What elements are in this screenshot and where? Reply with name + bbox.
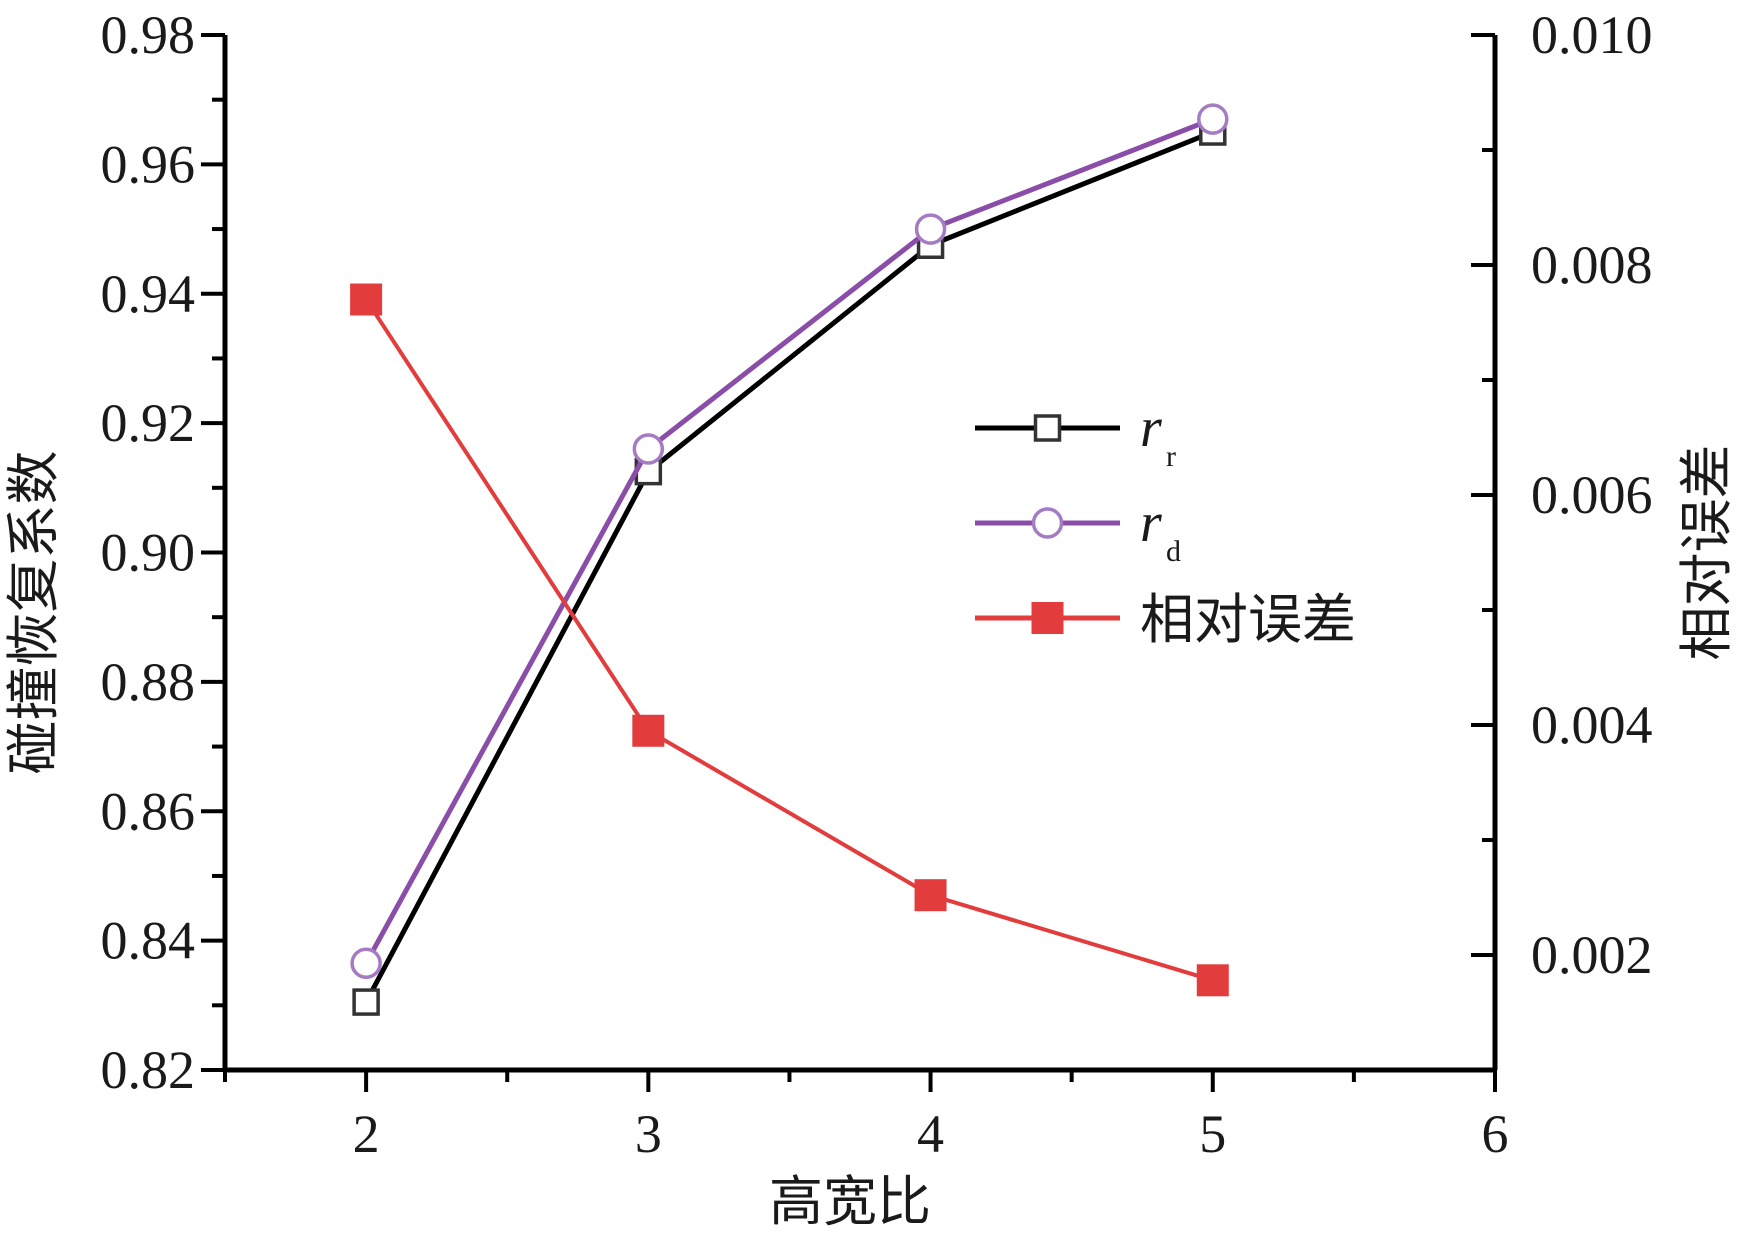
series-point [914,213,947,245]
legend-entry: 相对误差 [975,588,1356,651]
y2-tick-label: 0.008 [1531,235,1653,295]
y-tick-label: 0.92 [101,393,196,453]
x-tick-label: 2 [353,1104,380,1164]
legend-label: r [1140,397,1162,459]
series-point [632,714,665,747]
x-tick-label: 5 [1199,1104,1226,1164]
series-point [914,879,947,912]
y2-tick-label: 0.004 [1531,695,1653,755]
y2-axis-title: 相对误差 [1675,445,1738,661]
y-tick-label: 0.98 [101,5,196,65]
legend-marker [1031,602,1064,634]
y-tick-label: 0.96 [101,134,196,194]
y-tick-label: 0.82 [101,1040,196,1100]
y-tick-label: 0.94 [101,264,196,324]
series-0 [352,118,1227,1016]
x-tick-label: 4 [917,1104,944,1164]
legend-marker [1033,414,1062,442]
series-line [364,298,1214,983]
series-point [1196,964,1229,997]
series-point [632,433,665,465]
series-point [350,947,382,980]
series-2 [350,283,1229,997]
series-point [352,988,380,1016]
y-axis-title: 碰撞恢复系数 [2,451,65,775]
legend-marker [1031,507,1064,539]
x-axis-title: 高宽比 [769,1170,931,1233]
y-tick-label: 0.86 [101,781,196,841]
legend-label: 相对误差 [1140,588,1356,651]
y-tick-label: 0.84 [101,911,196,971]
legend-label: r [1140,492,1162,554]
y2-tick-label: 0.006 [1531,465,1653,525]
y2-tick-label: 0.002 [1531,925,1653,985]
series-point [350,283,383,316]
legend-label-subscript: r [1166,440,1176,473]
series-line [363,129,1214,1004]
series-1 [350,103,1229,980]
series-layer [350,103,1229,1016]
series-point [1197,103,1229,135]
y2-tick-label: 0.010 [1531,5,1653,65]
legend-label-subscript: d [1166,535,1181,568]
series-line [363,116,1214,965]
x-tick-label: 3 [635,1104,662,1164]
y-tick-label: 0.90 [101,523,196,583]
axes: 0.82 0.84 0.86 0.88 0.90 0.92 0.94 0.96 0.98 0.00… [101,5,1653,1164]
x-tick-label: 6 [1482,1104,1509,1164]
y-tick-label: 0.88 [101,652,196,712]
